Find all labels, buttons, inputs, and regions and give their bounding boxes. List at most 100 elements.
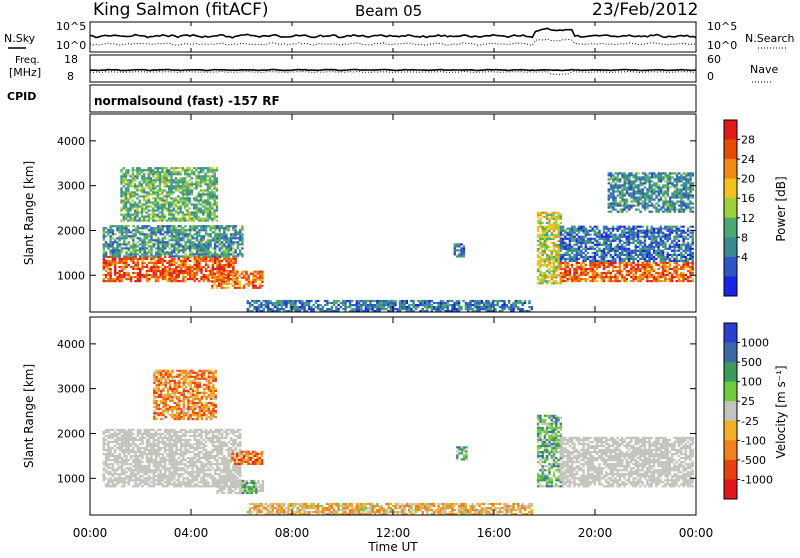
power-cell xyxy=(542,278,544,280)
power-cell xyxy=(431,306,433,308)
power-cell xyxy=(182,251,184,253)
power-cell xyxy=(145,183,147,185)
power-cell xyxy=(209,209,211,211)
power-cell xyxy=(660,238,662,240)
power-cell xyxy=(152,207,154,209)
power-cell xyxy=(669,211,671,213)
power-cell xyxy=(128,255,130,257)
power-cell xyxy=(614,196,616,198)
power-cell xyxy=(614,186,616,188)
power-cell xyxy=(154,187,156,189)
power-cell xyxy=(385,300,387,302)
power-cell xyxy=(537,214,539,216)
power-cell xyxy=(630,196,632,198)
power-cell xyxy=(219,264,221,266)
velocity-heatmap-cells xyxy=(103,370,694,516)
power-cell xyxy=(596,234,598,236)
power-cell xyxy=(116,225,118,227)
power-cell xyxy=(119,253,121,255)
power-cell xyxy=(127,216,129,218)
power-cell xyxy=(228,253,230,255)
power-cell xyxy=(576,238,578,240)
power-cell xyxy=(678,278,680,280)
power-cell xyxy=(144,262,146,264)
power-cell xyxy=(630,256,632,258)
power-cell xyxy=(146,276,148,278)
nave-trace xyxy=(90,72,696,75)
power-cell xyxy=(150,237,152,239)
power-cell xyxy=(637,234,639,236)
power-cell xyxy=(612,234,614,236)
colorbar-swatch xyxy=(724,218,737,238)
power-cell xyxy=(587,252,589,254)
power-cell xyxy=(221,225,223,227)
power-cell xyxy=(132,256,134,258)
power-cell xyxy=(143,169,145,171)
power-cell xyxy=(633,199,635,201)
power-cell xyxy=(216,277,218,279)
power-cell xyxy=(157,243,159,245)
power-cell xyxy=(669,264,671,266)
power-cell xyxy=(253,300,255,302)
power-cell xyxy=(651,194,653,196)
power-cell xyxy=(129,216,131,218)
power-cell xyxy=(608,203,610,205)
power-cell xyxy=(294,304,296,306)
power-cell xyxy=(642,246,644,248)
power-cell xyxy=(619,194,621,196)
power-cell xyxy=(569,254,571,256)
power-cell xyxy=(175,266,177,268)
power-cell xyxy=(209,169,211,171)
power-cell xyxy=(632,258,634,260)
power-cell xyxy=(539,240,541,242)
power-cell xyxy=(662,244,664,246)
power-cell xyxy=(648,248,650,250)
power-cell xyxy=(596,252,598,254)
power-cell xyxy=(143,203,145,205)
power-cell xyxy=(148,175,150,177)
power-cell xyxy=(232,253,234,255)
power-cell xyxy=(621,274,623,276)
power-cell xyxy=(601,264,603,266)
power-cell xyxy=(333,300,335,302)
power-cell xyxy=(385,302,387,304)
power-cell xyxy=(544,230,546,232)
power-cell xyxy=(173,270,175,272)
power-cell xyxy=(628,180,630,182)
power-cell xyxy=(144,247,146,249)
power-cell xyxy=(161,220,163,222)
power-cell xyxy=(127,207,129,209)
power-cell xyxy=(628,274,630,276)
power-cell xyxy=(144,276,146,278)
power-cell xyxy=(692,238,694,240)
power-cell xyxy=(168,214,170,216)
power-cell xyxy=(365,308,367,310)
power-cell xyxy=(651,192,653,194)
power-cell xyxy=(169,251,171,253)
power-cell xyxy=(178,266,180,268)
power-cell xyxy=(669,196,671,198)
power-cell xyxy=(171,262,173,264)
power-cell xyxy=(216,216,218,218)
power-cell xyxy=(578,258,580,260)
power-cell xyxy=(285,306,287,308)
power-cell xyxy=(278,304,280,306)
power-cell xyxy=(193,205,195,207)
power-cell xyxy=(260,304,262,306)
power-cell xyxy=(687,248,689,250)
power-cell xyxy=(150,251,152,253)
power-cell xyxy=(682,238,684,240)
power-cell xyxy=(182,258,184,260)
power-cell xyxy=(648,232,650,234)
power-cell xyxy=(562,230,564,232)
power-cell xyxy=(539,220,541,222)
power-cell xyxy=(344,308,346,310)
power-cell xyxy=(234,281,236,283)
power-cell xyxy=(175,253,177,255)
power-cell xyxy=(632,252,634,254)
power-cell xyxy=(367,308,369,310)
power-cell xyxy=(228,227,230,229)
power-cell xyxy=(632,242,634,244)
power-cell xyxy=(232,279,234,281)
power-cell xyxy=(146,270,148,272)
